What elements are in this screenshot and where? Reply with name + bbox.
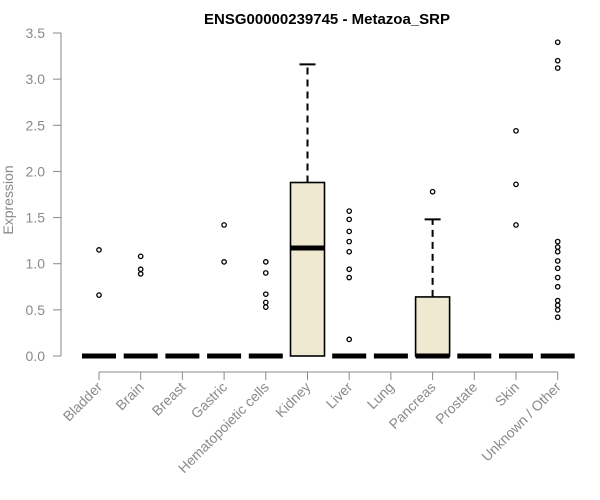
outlier-point — [554, 238, 561, 245]
outlier-point — [262, 304, 269, 310]
outlier-point — [221, 222, 227, 228]
x-tick-label: Skin — [492, 379, 523, 410]
outlier-point — [554, 57, 561, 64]
outlier-point — [262, 291, 269, 298]
x-tick-label: Kidney — [272, 379, 314, 421]
box-pancreas — [414, 188, 451, 359]
y-tick-label: 0.5 — [26, 302, 46, 318]
outlier-point — [554, 297, 561, 304]
outlier-point — [346, 208, 353, 214]
box-gastric — [207, 222, 242, 359]
box-hematopoietic-cells — [248, 259, 283, 359]
box-bladder — [82, 247, 116, 359]
x-tick-label: Prostate — [432, 379, 480, 427]
outlier-point — [554, 302, 561, 309]
box-skin — [499, 127, 533, 359]
outlier-point — [262, 299, 269, 306]
x-tick-label: Breast — [149, 379, 189, 419]
y-tick-label: 1.0 — [26, 256, 46, 272]
outlier-point — [554, 314, 561, 321]
outlier-point — [513, 127, 519, 134]
outlier-point — [554, 258, 561, 264]
box-body — [414, 296, 451, 357]
outlier-point — [554, 283, 561, 290]
outlier-point — [262, 270, 269, 276]
outlier-point — [262, 259, 269, 265]
box-liver — [332, 208, 367, 359]
outlier-point — [346, 274, 353, 281]
outlier-point — [513, 222, 519, 228]
outlier-point — [346, 216, 353, 223]
outlier-point — [554, 265, 561, 272]
chart-title: ENSG00000239745 - Metazoa_SRP — [204, 11, 450, 28]
x-tick-label: Bladder — [60, 379, 106, 425]
outlier-point — [554, 65, 561, 71]
outlier-point — [137, 271, 144, 277]
y-tick-label: 1.5 — [26, 210, 46, 226]
outlier-point — [554, 39, 561, 46]
outlier-point — [554, 244, 561, 250]
box-kidney — [289, 63, 326, 357]
outlier-point — [554, 307, 561, 313]
outlier-point — [346, 228, 353, 235]
y-tick-label: 2.5 — [26, 117, 46, 133]
outlier-point — [346, 238, 353, 245]
y-tick-label: 3.0 — [26, 71, 46, 87]
outlier-point — [96, 292, 102, 298]
outlier-point — [554, 274, 561, 281]
x-tick-label: Lung — [364, 379, 397, 412]
y-axis: 0.0 0.5 1.0 1.5 2.0 2.5 3.0 3.5 — [26, 25, 62, 364]
outlier-point — [554, 248, 561, 255]
outlier-point — [346, 248, 353, 255]
y-tick-label: 2.0 — [26, 163, 46, 179]
x-tick-label: Brain — [112, 379, 146, 413]
outlier-point — [137, 266, 144, 273]
outlier-point — [96, 247, 102, 253]
outlier-point — [513, 181, 519, 188]
y-tick-label: 3.5 — [26, 25, 46, 41]
outlier-point — [429, 188, 436, 195]
box-body — [289, 181, 326, 357]
outlier-point — [346, 266, 353, 273]
outlier-point — [221, 259, 227, 265]
y-axis-label: Expression — [0, 165, 16, 234]
outlier-point — [346, 336, 353, 343]
box-brain — [123, 253, 158, 359]
outlier-point — [137, 253, 144, 260]
boxes — [82, 39, 575, 359]
x-tick-label: Unknown / Other — [478, 379, 564, 465]
box-unknown-other — [540, 39, 575, 359]
y-tick-label: 0.0 — [26, 348, 46, 364]
x-tick-label: Liver — [323, 379, 356, 412]
